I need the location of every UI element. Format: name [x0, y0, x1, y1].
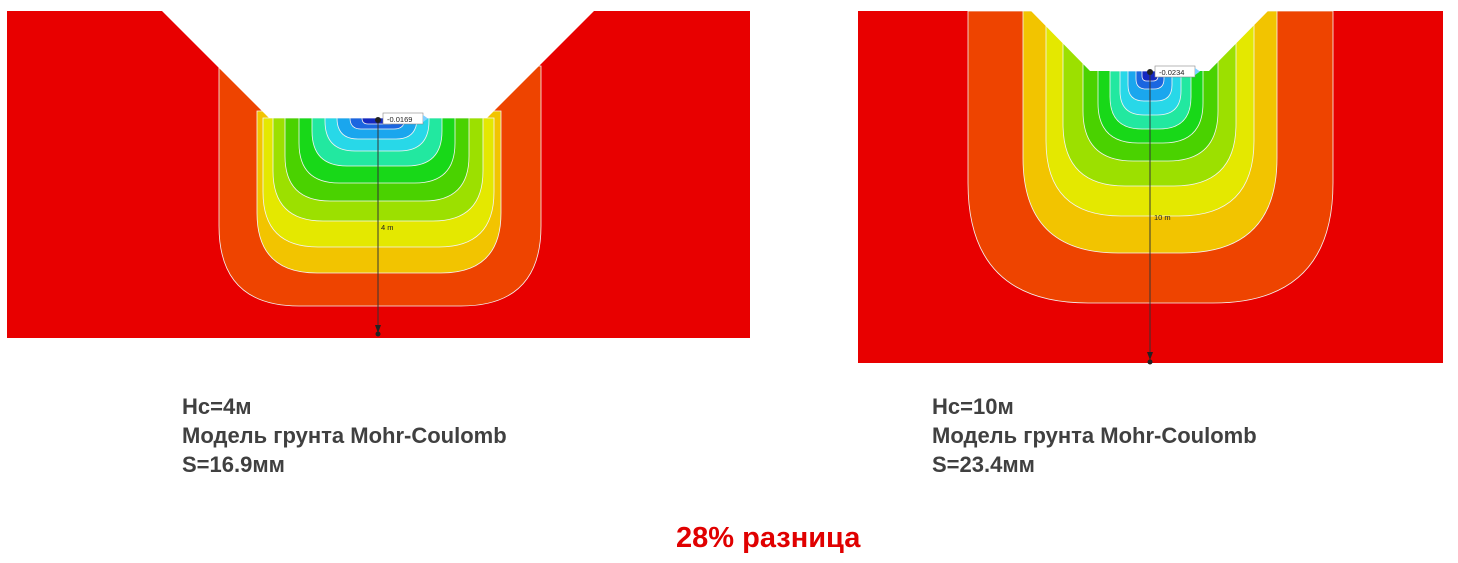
probe-top-marker: [375, 117, 381, 123]
excavation-cutout: [162, 11, 594, 118]
soil-model-text: Модель грунта Mohr-Coulomb: [182, 423, 507, 448]
probe-bottom-marker: [1147, 359, 1153, 365]
settlement-text: S=23.4мм: [932, 452, 1035, 477]
probe-arrow-icon: [1147, 352, 1153, 360]
depth-label: 10 m: [1154, 213, 1171, 222]
probe-bottom-marker: [375, 331, 381, 337]
tag-pointer-icon: [423, 115, 428, 122]
caption-right: Нс=10м Модель грунта Mohr-Coulomb S=23.4…: [932, 392, 1257, 479]
contour-plot-left: -0.0169 4 m: [7, 11, 750, 338]
contour-plot-right: -0.0234 10 m: [858, 10, 1443, 367]
settlement-contour-svg-right: -0.0234 10 m: [858, 10, 1443, 365]
depth-label: 4 m: [381, 223, 394, 232]
soil-model-text: Модель грунта Mohr-Coulomb: [932, 423, 1257, 448]
excavation-depth-text: Нс=10м: [932, 394, 1014, 419]
tag-pointer-icon: [1195, 68, 1200, 75]
settlement-value-label: -0.0169: [387, 115, 412, 124]
probe-top-marker: [1147, 69, 1153, 75]
settlement-text: S=16.9мм: [182, 452, 285, 477]
probe-arrow-icon: [375, 325, 381, 333]
settlement-contour-svg-left: -0.0169 4 m: [7, 11, 750, 338]
difference-label: 28% разница: [676, 522, 861, 554]
excavation-cutout: [1031, 11, 1268, 71]
settlement-value-label: -0.0234: [1159, 68, 1184, 77]
caption-left: Нс=4м Модель грунта Mohr-Coulomb S=16.9м…: [182, 392, 507, 479]
excavation-depth-text: Нс=4м: [182, 394, 252, 419]
